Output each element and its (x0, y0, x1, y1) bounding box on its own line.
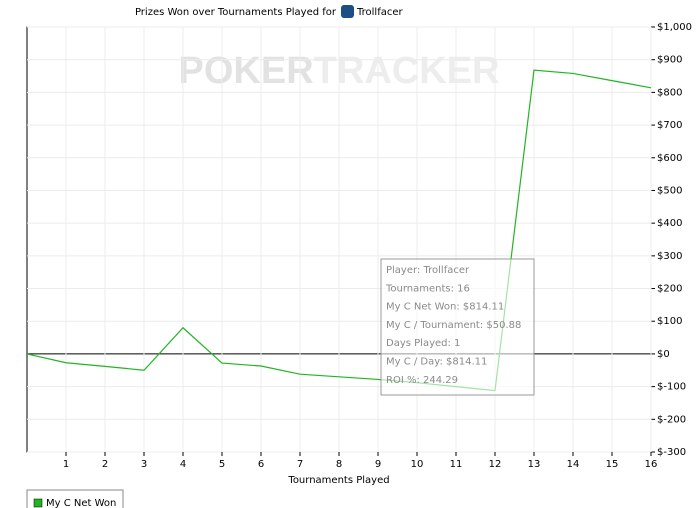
player-name: Trollfacer (356, 7, 404, 18)
y-tick-label: $0 (657, 349, 670, 360)
x-tick-label: 9 (375, 459, 381, 470)
watermark-part: TRACKER (314, 50, 500, 92)
y-tick-label: $400 (657, 218, 682, 229)
legend-swatch (33, 498, 43, 508)
x-tick-label: 10 (411, 459, 424, 470)
tooltip-line: My C Net Won: $814.11 (386, 302, 504, 313)
y-tick-label: $900 (657, 55, 682, 66)
tooltip-line: My C / Day: $814.11 (386, 357, 487, 368)
x-tick-label: 7 (297, 459, 303, 470)
y-tick-label: $300 (657, 251, 682, 262)
x-tick-label: 11 (450, 459, 463, 470)
x-tick-label: 16 (645, 459, 658, 470)
legend (26, 489, 124, 508)
line (26, 69, 652, 392)
x-tick-label: 1 (63, 459, 69, 470)
y-tick-label: $-200 (657, 414, 686, 425)
x-tick-label: 3 (141, 459, 147, 470)
tooltip-line: Tournaments: 16 (385, 283, 470, 294)
y-tick-label: $100 (657, 316, 682, 327)
watermark-part: POKER (179, 50, 314, 92)
x-tick-label: 4 (180, 459, 186, 470)
tooltip-line: ROI %: 244.29 (386, 375, 458, 386)
y-tick-label: $500 (657, 185, 682, 196)
x-tick-label: 6 (258, 459, 264, 470)
y-tick-label: $700 (657, 120, 682, 131)
y-tick-label: $1,000 (657, 22, 692, 33)
x-tick-label: 12 (489, 459, 502, 470)
y-tick-label: $-100 (657, 382, 686, 393)
x-axis-label: Tournaments Played (287, 475, 389, 486)
player-icon (341, 5, 354, 18)
legend-label: My C Net Won (46, 498, 116, 508)
tooltip-line: My C / Tournament: $50.88 (386, 320, 521, 331)
y-tick-label: $600 (657, 153, 682, 164)
x-tick-label: 15 (606, 459, 619, 470)
x-tick-label: 14 (567, 459, 580, 470)
x-tick-label: 2 (102, 459, 108, 470)
tooltip (380, 258, 535, 396)
y-tick-label: $800 (657, 87, 682, 98)
chart-title: Prizes Won over Tournaments Played for (135, 7, 337, 18)
y-tick-label: $-300 (657, 447, 686, 458)
watermark: POKERTRACKER (179, 50, 500, 92)
y-tick-label: $200 (657, 284, 682, 295)
x-tick-label: 5 (219, 459, 225, 470)
tooltip-line: Days Played: 1 (386, 338, 460, 349)
x-tick-label: 8 (336, 459, 342, 470)
x-tick-label: 13 (528, 459, 541, 470)
tooltip-line: Player: Trollfacer (386, 265, 470, 276)
